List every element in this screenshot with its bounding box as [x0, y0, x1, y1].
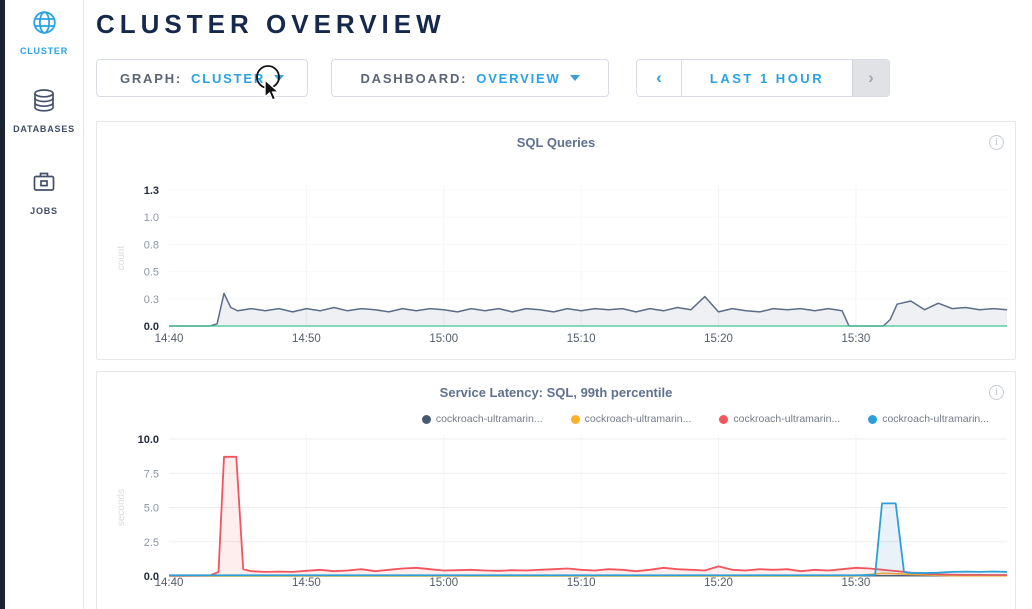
svg-text:count: count — [116, 246, 127, 271]
database-icon — [31, 87, 57, 119]
dashboard-dropdown-label: DASHBOARD: — [360, 70, 468, 86]
graph-dropdown-label: GRAPH: — [119, 70, 183, 86]
svg-text:14:50: 14:50 — [292, 577, 321, 589]
svg-text:0.5: 0.5 — [144, 267, 159, 279]
svg-text:0.3: 0.3 — [144, 294, 159, 306]
legend-dot-icon — [570, 414, 580, 424]
sidebar-label-databases: DATABASES — [13, 124, 75, 134]
chart-legend: cockroach-ultramarin... cockroach-ultrama… — [97, 413, 989, 425]
legend-item-latency-node-4[interactable]: cockroach-ultramarin... — [868, 413, 989, 425]
legend-item-latency-node-2[interactable]: cockroach-ultramarin... — [570, 413, 692, 425]
chart-title-service-latency: Service Latency: SQL, 99th percentile — [439, 385, 673, 400]
svg-text:15:00: 15:00 — [429, 577, 458, 589]
svg-text:14:50: 14:50 — [292, 333, 321, 345]
svg-text:0.0: 0.0 — [144, 321, 159, 333]
svg-text:15:10: 15:10 — [567, 577, 596, 589]
graph-dropdown[interactable]: GRAPH: CLUSTER — [96, 59, 308, 97]
legend-dot-icon — [719, 414, 729, 424]
legend-dot-icon — [868, 414, 878, 424]
chart-title-sql-queries: SQL Queries — [516, 135, 596, 150]
app-edge-strip — [0, 0, 5, 609]
legend-label: cockroach-ultramarin... — [882, 413, 989, 425]
chevron-down-icon — [569, 75, 580, 81]
svg-text:15:30: 15:30 — [841, 577, 870, 589]
svg-text:0.0: 0.0 — [144, 571, 159, 583]
service-latency-chart-card: Service Latency: SQL, 99th percentile i … — [96, 371, 1016, 609]
svg-text:15:10: 15:10 — [567, 333, 596, 345]
service-latency-plot: 10.0 7.5 5.0 2.5 0.014:40 14:50 15:00 15:10 15:2… — [116, 434, 1008, 589]
legend-label: cockroach-ultramarin... — [584, 413, 692, 425]
svg-text:seconds: seconds — [116, 489, 127, 526]
svg-text:10.0: 10.0 — [138, 434, 159, 446]
dashboard-dropdown-value: OVERVIEW — [476, 70, 561, 86]
svg-text:15:20: 15:20 — [704, 333, 733, 345]
svg-text:15:30: 15:30 — [841, 333, 870, 345]
sql-queries-plot: 1.3 1.0 0.8 0.5 0.3 0.014:40 14:50 15:00 15:10 15… — [116, 185, 1008, 345]
legend-label: cockroach-ultramarin... — [733, 413, 841, 425]
sql-queries-chart-card: SQL Queries i 1.3 1.0 0.8 0.5 0.3 0.0 14:40 14:… — [96, 121, 1016, 360]
sidebar-label-cluster: CLUSTER — [19, 46, 69, 56]
svg-text:1.0: 1.0 — [144, 212, 159, 224]
svg-text:15:20: 15:20 — [704, 577, 733, 589]
time-window-prev-button[interactable]: ‹ — [637, 60, 682, 96]
time-window-selector: ‹ LAST 1 HOUR › — [636, 59, 890, 97]
globe-icon — [31, 9, 58, 41]
legend-dot-icon — [421, 414, 431, 424]
sidebar: CLUSTER DATABASES JOBS — [5, 0, 84, 609]
dashboard-dropdown[interactable]: DASHBOARD: OVERVIEW — [331, 59, 609, 97]
svg-text:15:00: 15:00 — [429, 333, 458, 345]
sidebar-item-databases[interactable]: DATABASES — [5, 87, 83, 134]
main-content: CLUSTER OVERVIEW GRAPH: CLUSTER DASHBOAR… — [96, 0, 1016, 609]
sidebar-item-jobs[interactable]: JOBS — [5, 169, 83, 216]
svg-text:1.3: 1.3 — [144, 185, 159, 197]
legend-label: cockroach-ultramarin... — [435, 413, 543, 425]
info-icon[interactable]: i — [989, 385, 1004, 400]
svg-text:7.5: 7.5 — [144, 468, 159, 480]
chevron-down-icon — [274, 75, 285, 81]
briefcase-icon — [31, 169, 57, 201]
sidebar-item-cluster[interactable]: CLUSTER — [5, 9, 83, 56]
page-title: CLUSTER OVERVIEW — [96, 9, 446, 39]
svg-text:2.5: 2.5 — [144, 537, 159, 549]
time-window-next-button: › — [852, 60, 889, 96]
sidebar-label-jobs: JOBS — [30, 206, 58, 216]
svg-text:14:40: 14:40 — [155, 333, 184, 345]
graph-dropdown-value: CLUSTER — [191, 70, 266, 86]
legend-item-latency-node-1[interactable]: cockroach-ultramarin... — [421, 413, 543, 425]
legend-item-latency-node-3[interactable]: cockroach-ultramarin... — [719, 413, 840, 425]
info-icon[interactable]: i — [989, 135, 1004, 150]
time-window-label[interactable]: LAST 1 HOUR — [709, 70, 825, 86]
svg-text:14:40: 14:40 — [155, 577, 184, 589]
svg-text:0.8: 0.8 — [144, 239, 159, 251]
svg-text:5.0: 5.0 — [144, 503, 159, 515]
